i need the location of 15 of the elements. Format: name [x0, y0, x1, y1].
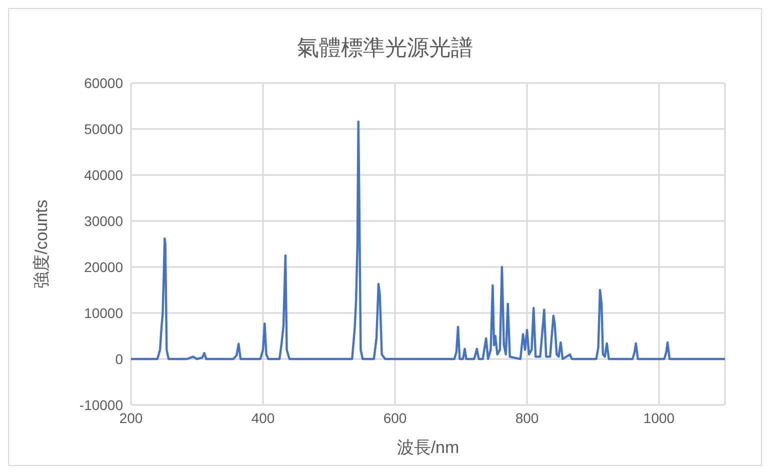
y-tick-label: 40000 [84, 166, 124, 183]
x-tick-label: 1000 [643, 410, 675, 426]
y-tick-label: 20000 [84, 258, 124, 275]
y-axis-title: 強度/counts [32, 200, 52, 288]
line-series [131, 120, 725, 360]
y-tick-label: 50000 [84, 120, 124, 137]
y-tick-label: 10000 [84, 304, 124, 321]
y-tick-label: 0 [115, 350, 124, 367]
x-tick-label: 600 [383, 410, 407, 426]
chart-title: 氣體標準光源光譜 [296, 34, 474, 62]
y-tick-label: 60000 [84, 74, 124, 91]
x-tick-label: 400 [251, 410, 275, 426]
x-axis-title: 波長/nm [396, 438, 460, 457]
y-tick-label: 30000 [84, 212, 124, 229]
x-tick-label: 800 [515, 410, 539, 426]
